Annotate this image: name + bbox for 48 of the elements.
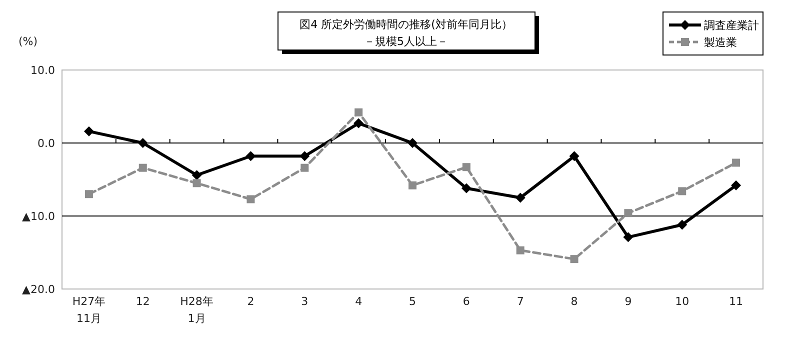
chart-title: 図4 所定外労働時間の推移(対前年同月比） — [300, 18, 512, 31]
point — [300, 164, 309, 172]
point — [246, 151, 256, 162]
point — [732, 158, 740, 167]
y-tick-label: ▲20.0 — [22, 283, 55, 296]
point — [462, 163, 470, 172]
point — [677, 220, 688, 230]
point — [569, 151, 580, 162]
point — [623, 232, 634, 242]
point — [570, 255, 578, 264]
point — [354, 118, 364, 128]
x-tick-label: H27年 11月 — [72, 295, 106, 325]
x-tick-label: 11 — [729, 295, 744, 308]
x-tick-label: H28年 1月 — [180, 295, 214, 325]
point — [515, 192, 526, 203]
y-tick-label: 0.0 — [38, 137, 55, 150]
x-tick-label: 4 — [355, 295, 362, 308]
x-tick-label: 8 — [570, 295, 578, 308]
x-tick-label: 10 — [675, 295, 690, 308]
chart-subtitle: －規模5人以上－ — [364, 35, 448, 48]
legend-label: 調査産業計 — [704, 19, 759, 32]
legend-label: 製造業 — [704, 36, 737, 49]
x-tick-label: 5 — [409, 295, 416, 308]
point — [192, 179, 201, 188]
point — [138, 164, 147, 172]
x-tick-label: 2 — [247, 295, 254, 308]
point — [461, 183, 472, 194]
point — [354, 108, 363, 116]
point — [516, 246, 524, 254]
x-tick-label: 3 — [301, 295, 308, 308]
point — [731, 180, 742, 190]
point — [678, 187, 686, 196]
x-tick-label: 12 — [136, 295, 150, 308]
point — [246, 195, 255, 204]
y-tick-label: 10.0 — [30, 64, 55, 77]
y-tick-label: ▲10.0 — [22, 210, 55, 223]
point — [624, 209, 632, 218]
x-tick-label: 9 — [624, 295, 632, 308]
x-tick-label: 7 — [516, 295, 524, 308]
point — [300, 151, 310, 162]
point — [408, 181, 416, 190]
point — [138, 138, 148, 148]
point — [84, 126, 94, 136]
x-tick-label: 6 — [462, 295, 470, 308]
point — [192, 170, 202, 180]
point — [408, 138, 418, 148]
y-axis-title: (%) — [18, 35, 38, 48]
point — [84, 190, 93, 198]
